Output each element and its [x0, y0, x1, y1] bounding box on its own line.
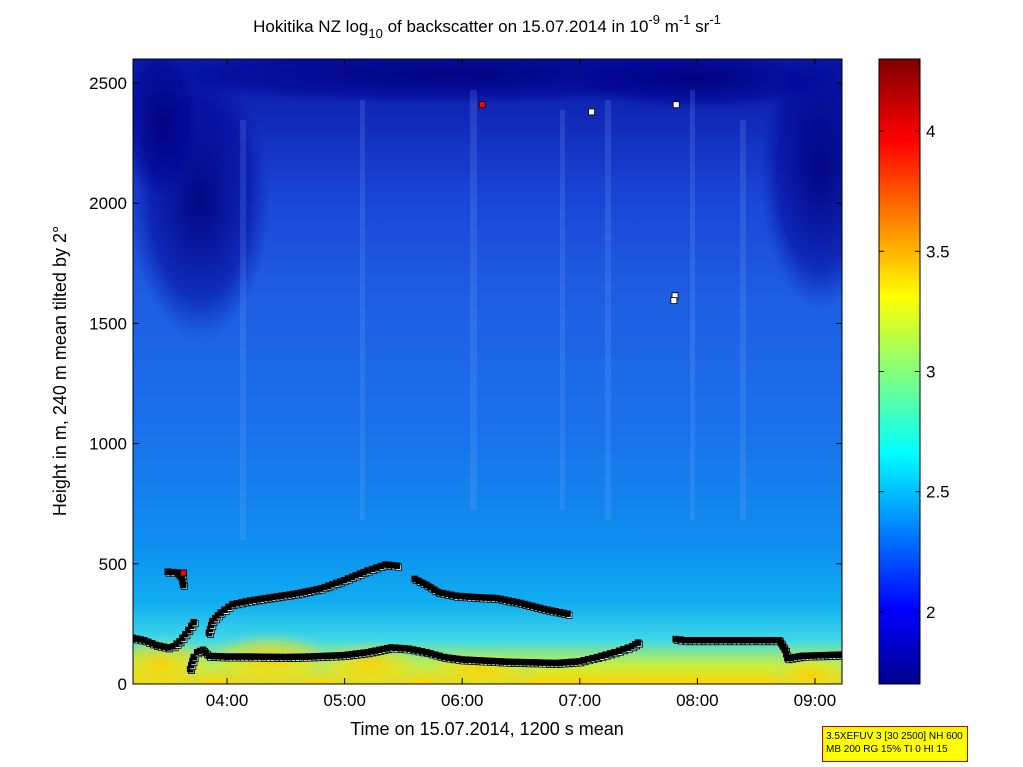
colorbar-tick-label: 2.5 [926, 483, 950, 502]
plot-frame [132, 58, 843, 685]
isolated-marker [180, 569, 187, 577]
colorbar: 2 2.5 3 3.5 4 [878, 58, 950, 685]
layer-surface-layer [186, 639, 643, 674]
layer-late-layer [672, 635, 842, 664]
x-tick-label: 05:00 [323, 691, 366, 710]
layer-marker [179, 581, 187, 589]
layer-marker [564, 610, 571, 618]
info-line-2: MB 200 RG 15% TI 0 HI 15 [826, 744, 948, 755]
layer-marker [393, 562, 401, 569]
y-tick-label: 0 [118, 675, 127, 694]
y-tick-label: 2500 [89, 74, 127, 93]
layer-markers [133, 101, 842, 674]
y-axis: 0 500 1000 1500 2000 2500 [89, 74, 842, 694]
x-tick-label: 08:00 [676, 691, 719, 710]
colorbar-tick-label: 3 [926, 363, 935, 382]
field-texture [133, 59, 842, 684]
colorbar-tick-label: 2 [926, 603, 935, 622]
x-axis-label: Time on 15.07.2014, 1200 s mean [350, 719, 624, 739]
processing-info-box: 3.5XEFUV 3 [30 2500] NH 600 MB 200 RG 15… [822, 726, 968, 762]
layer-descending-afternoon-layer [411, 575, 573, 619]
layer-marker [164, 644, 172, 651]
layer-marker [634, 639, 642, 646]
x-tick-label: 06:00 [441, 691, 484, 710]
info-line-1: 3.5XEFUV 3 [30 2500] NH 600 [826, 731, 963, 742]
y-tick-label: 500 [99, 555, 127, 574]
colorbar-gradient [879, 59, 920, 684]
y-axis-label: Height in m, 240 m mean tilted by 2° [50, 226, 70, 516]
chart-title: Hokitika NZ log10 of backscatter on 15.0… [253, 12, 721, 41]
colorbar-ticks: 2 2.5 3 3.5 4 [879, 122, 950, 622]
y-tick-label: 1000 [89, 435, 127, 454]
colorbar-tick-label: 4 [926, 122, 935, 141]
layer-elevated-segment [164, 568, 188, 590]
layer-lower-layer [133, 618, 199, 653]
x-axis: 04:00 05:00 06:00 07:00 08:00 09:00 [206, 59, 836, 710]
layer-marker [190, 618, 197, 626]
x-tick-label: 09:00 [794, 691, 837, 710]
plot-area [132, 58, 843, 685]
y-tick-label: 1500 [89, 314, 127, 333]
y-tick-label: 2000 [89, 194, 127, 213]
isolated-marker [588, 108, 595, 116]
isolated-marker [670, 297, 678, 304]
x-tick-label: 07:00 [559, 691, 602, 710]
isolated-marker [478, 101, 486, 109]
colorbar-tick-label: 3.5 [926, 242, 950, 261]
layer-rising-residual-layer [205, 561, 402, 638]
x-tick-label: 04:00 [206, 691, 249, 710]
isolated-marker [672, 101, 680, 109]
